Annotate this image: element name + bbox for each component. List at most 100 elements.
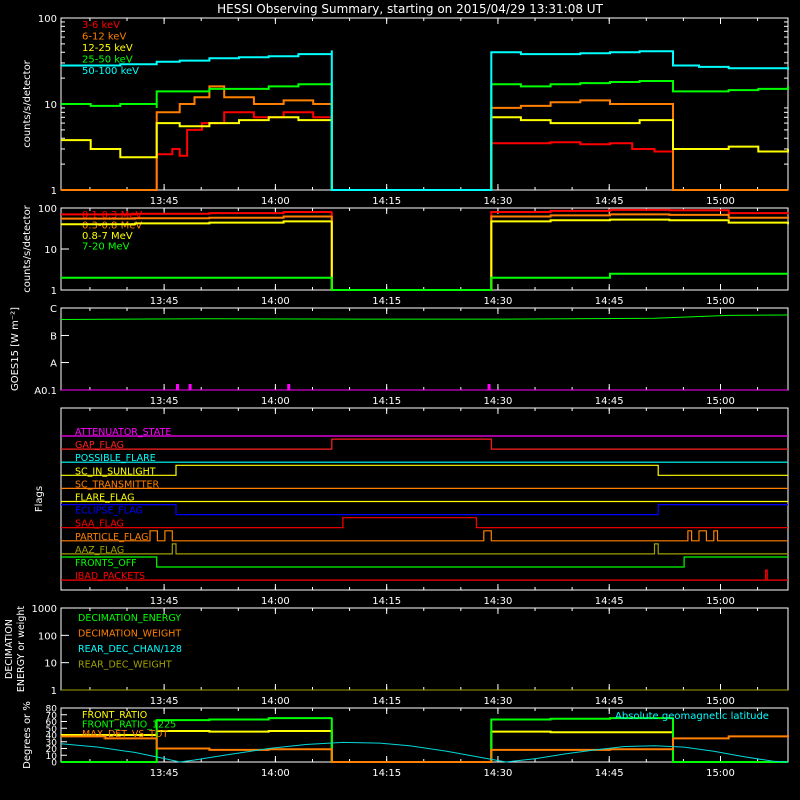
legend-12-25-kev: 12-25 keV xyxy=(82,43,133,54)
y-tick-label: 10 xyxy=(44,659,57,670)
x-tick-label: 15:00 xyxy=(706,596,735,607)
x-tick-label: 14:30 xyxy=(484,696,513,707)
y-tick-label: 80 xyxy=(46,705,58,715)
series-50-100-kev xyxy=(61,50,789,191)
x-tick-label: 14:15 xyxy=(372,396,401,407)
legend-rear-dec-weight: REAR_DEC_WEIGHT xyxy=(78,660,172,671)
x-tick-label: 14:15 xyxy=(372,596,401,607)
y-tick-label: 20 xyxy=(46,745,58,755)
x-tick-label: 14:15 xyxy=(372,196,401,207)
y-axis-label: GOES15 [W m⁻²] xyxy=(10,307,21,391)
flag-ibad-packets xyxy=(61,569,788,581)
flag-label-eclipse-flag: ECLIPSE_FLAG xyxy=(75,506,143,517)
y-tick-label: 10 xyxy=(44,100,57,111)
y-tick-label: 60 xyxy=(46,718,58,728)
x-tick-label: 13:45 xyxy=(150,596,179,607)
x-tick-label: 15:00 xyxy=(706,296,735,307)
legend-front-ratio: FRONT_RATIO xyxy=(82,710,147,721)
x-tick-label: 15:00 xyxy=(706,768,735,779)
flag-label-possible-flare: POSSIBLE_FLARE xyxy=(75,453,156,464)
y-tick-label: 1 xyxy=(51,186,57,197)
goes-spike xyxy=(287,384,291,390)
y-tick-label: B xyxy=(50,331,57,342)
x-tick-label: 13:45 xyxy=(150,196,179,207)
legend-front-ratio-1225: FRONT_RATIO_1225 xyxy=(82,720,176,731)
flag-sc-in-sunlight xyxy=(61,464,788,476)
y-tick-label: 70 xyxy=(46,711,58,721)
figure-title: HESSI Observing Summary, starting on 201… xyxy=(217,2,603,16)
y-axis-label: Flags xyxy=(34,486,45,512)
legend-6-12-kev: 6-12 keV xyxy=(82,32,126,43)
x-tick-label: 14:45 xyxy=(595,696,624,707)
flag-fronts-off xyxy=(61,556,788,568)
goes-spike xyxy=(175,384,179,390)
y-tick-label: 1 xyxy=(51,286,57,297)
x-tick-label: 15:00 xyxy=(706,396,735,407)
y-tick-label: C xyxy=(50,304,57,315)
legend-max-det-vs-tot: MAX_DET_VS_TOT xyxy=(82,729,168,740)
panel-5: 13:45 14:00 14:15 14:30 14:45 15:00 0102030405… xyxy=(22,701,789,779)
legend-3-6-kev: 3-6 keV xyxy=(82,20,120,31)
y-axis-label: ENERGY or weight xyxy=(16,606,27,692)
x-tick-label: 14:30 xyxy=(484,768,513,779)
flag-label-sc-transmitter: SC_TRANSMITTER xyxy=(75,479,160,490)
legend-decimation-weight: DECIMATION_WEIGHT xyxy=(78,629,181,640)
x-tick-label: 15:00 xyxy=(706,696,735,707)
x-tick-label: 14:30 xyxy=(484,396,513,407)
x-tick-label: 14:00 xyxy=(261,768,290,779)
legend-7-20-mev: 7-20 MeV xyxy=(82,242,130,253)
x-tick-label: 14:45 xyxy=(595,396,624,407)
flag-label-saa-flag: SAA_FLAG xyxy=(75,519,124,530)
y-tick-label: 100 xyxy=(38,14,57,25)
series-7-20-mev xyxy=(61,272,788,291)
flag-label-sc-in-sunlight: SC_IN_SUNLIGHT xyxy=(75,466,156,477)
y-axis-label: Degrees or % xyxy=(22,701,33,769)
x-tick-label: 13:45 xyxy=(150,396,179,407)
legend-decimation-energy: DECIMATION_ENERGY xyxy=(78,613,181,624)
y-tick-label: 100 xyxy=(38,204,57,215)
x-tick-label: 14:45 xyxy=(595,768,624,779)
panel-4: 13:45 14:00 14:15 14:30 14:45 15:00 1 10 100 1000… xyxy=(4,604,789,707)
x-tick-label: 14:00 xyxy=(261,696,290,707)
y-tick-label: 100 xyxy=(38,631,57,642)
y-tick-label: A xyxy=(50,359,57,370)
legend-0-3-0-8-mev: 0.3-0.8 MeV xyxy=(82,221,142,232)
y-tick-label: 1000 xyxy=(32,604,57,615)
y-axis-label: counts/s/detector xyxy=(22,59,33,147)
legend-25-50-kev: 25-50 keV xyxy=(82,55,133,66)
flag-label-attenuator-state: ATTENUATOR_STATE xyxy=(75,427,171,438)
x-tick-label: 14:30 xyxy=(484,296,513,307)
annotation-geomagnetic-latitude: Absolute geomagnetic latitude xyxy=(615,711,769,722)
y-tick-label: 50 xyxy=(46,725,58,735)
flag-label-aaz-flag: AAZ_FLAG xyxy=(75,545,124,556)
x-tick-label: 14:00 xyxy=(261,596,290,607)
x-tick-label: 14:30 xyxy=(484,196,513,207)
flag-label-particle-flag: PARTICLE_FLAG xyxy=(75,532,148,543)
x-tick-label: 14:00 xyxy=(261,296,290,307)
x-tick-label: 13:45 xyxy=(150,696,179,707)
flag-eclipse-flag xyxy=(61,504,788,516)
series-goes15-long xyxy=(60,314,789,320)
legend-0-8-7-mev: 0.8-7 MeV xyxy=(82,231,133,242)
y-axis-label: DECIMATION xyxy=(4,619,15,679)
flag-particle-flag xyxy=(61,530,788,542)
x-tick-label: 14:45 xyxy=(595,196,624,207)
x-tick-label: 13:45 xyxy=(150,296,179,307)
series-absolute-geomagnetic-latitude xyxy=(60,741,789,763)
x-tick-label: 13:45 xyxy=(150,768,179,779)
y-tick-label: 10 xyxy=(46,752,58,762)
goes-spike xyxy=(188,384,192,390)
y-tick-label: 1 xyxy=(51,686,57,697)
goes-spike xyxy=(487,384,491,390)
flag-gap-flag xyxy=(61,438,788,450)
y-tick-label: 40 xyxy=(46,732,58,742)
series-0-8-7-mev xyxy=(61,218,789,291)
legend-50-100-kev: 50-100 keV xyxy=(82,66,139,77)
x-tick-label: 14:45 xyxy=(595,596,624,607)
flag-aaz-flag xyxy=(61,543,788,555)
y-tick-label: A0.1 xyxy=(34,386,57,397)
y-tick-label: 10 xyxy=(44,245,57,256)
panel-3: 13:45 14:00 14:15 14:30 14:45 15:00 Flags ATTEN… xyxy=(34,407,789,607)
flag-label-flare-flag: FLARE_FLAG xyxy=(75,493,135,504)
